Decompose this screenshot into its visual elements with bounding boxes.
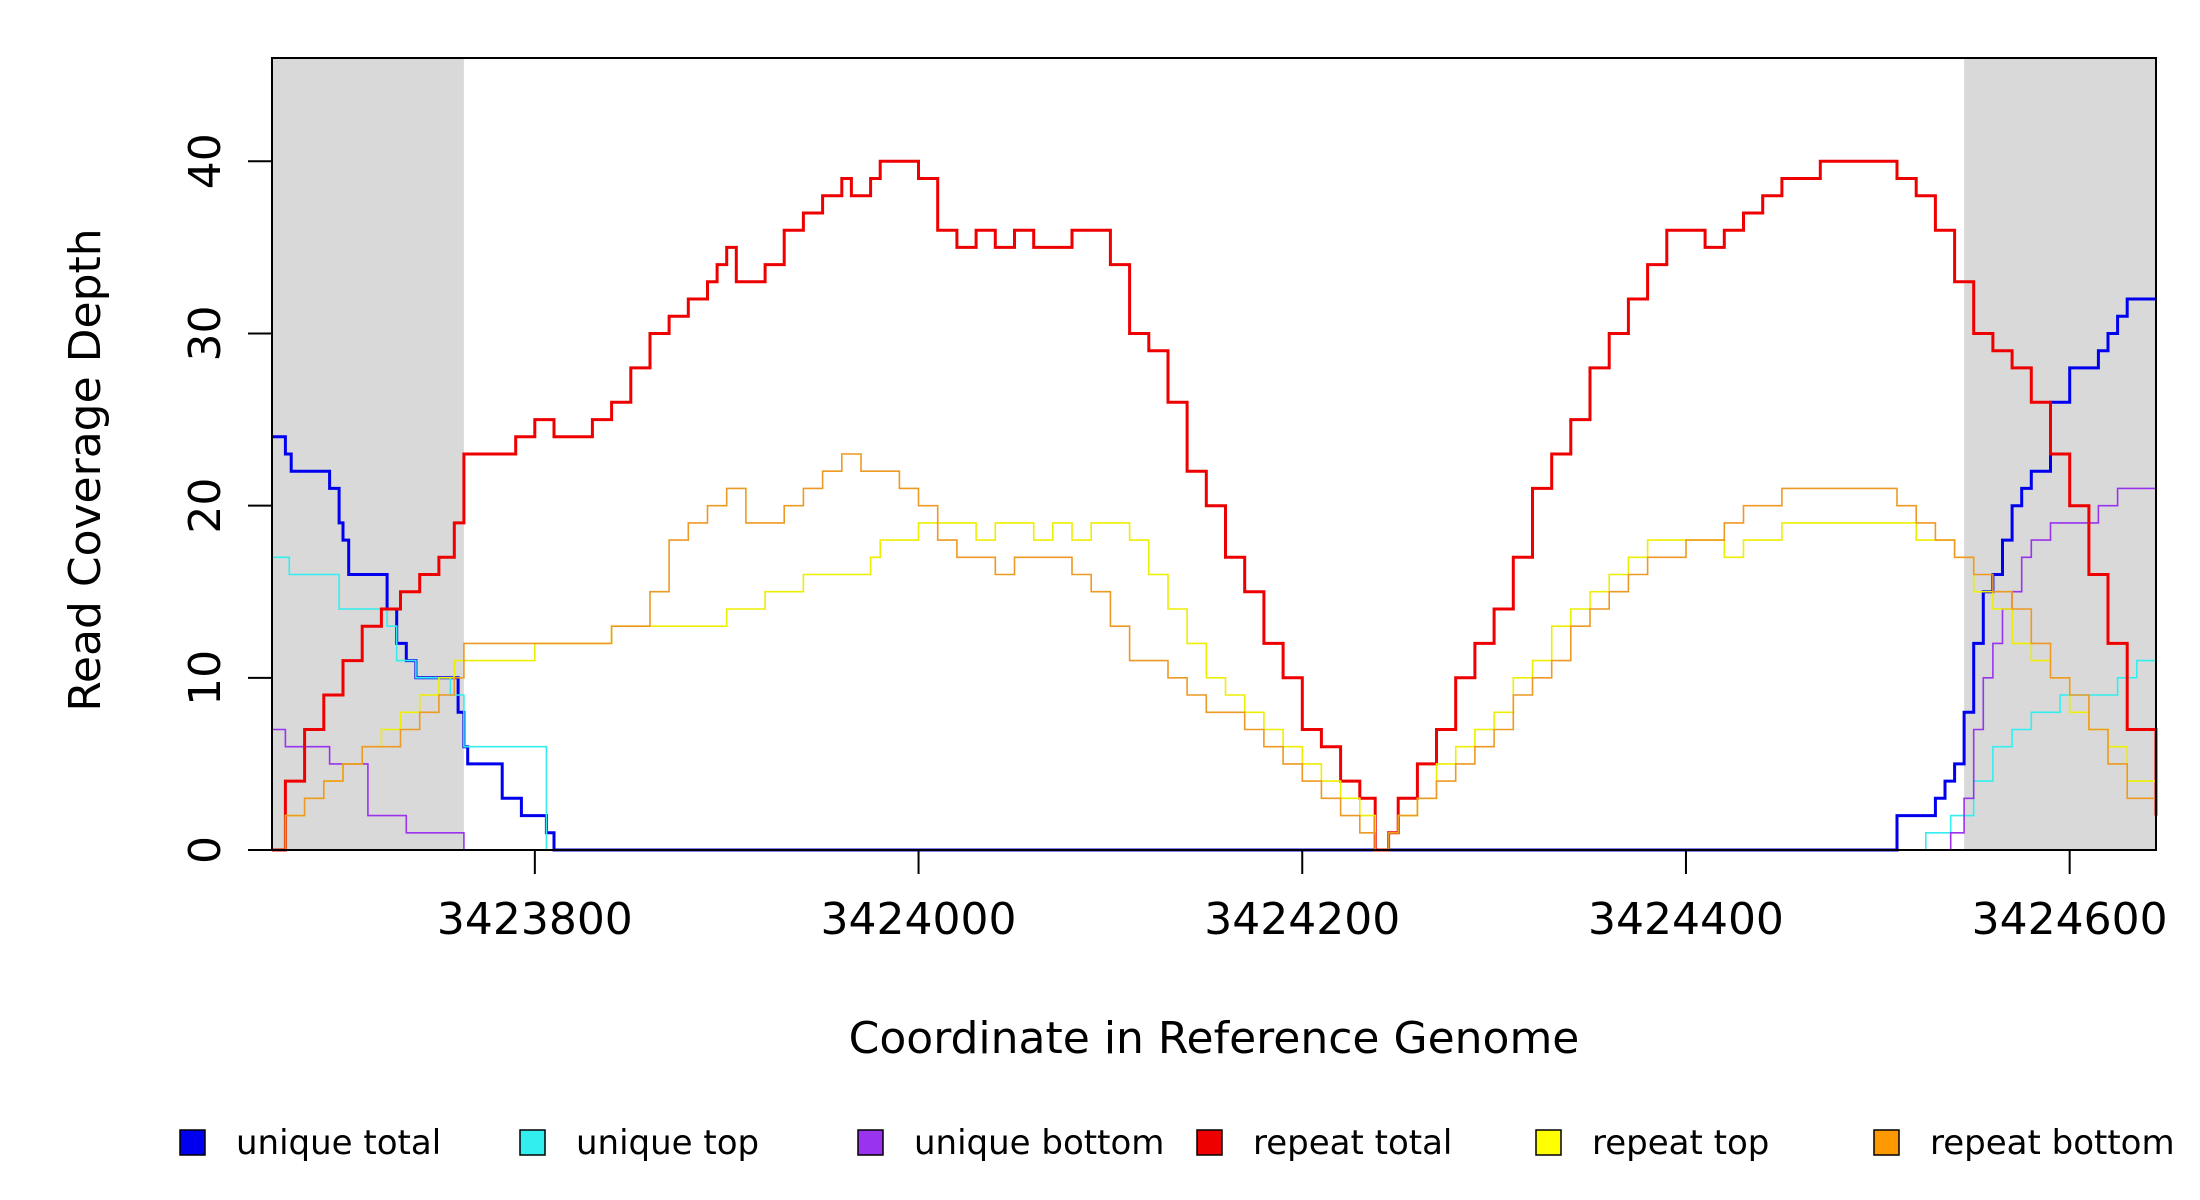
y-tick-label: 0 bbox=[180, 836, 231, 864]
legend-label-unique-bottom: unique bottom bbox=[914, 1123, 1164, 1163]
y-tick-label: 30 bbox=[180, 305, 231, 361]
legend-swatch-repeat-bottom bbox=[1873, 1129, 1900, 1156]
y-tick-label: 20 bbox=[180, 478, 231, 534]
x-tick-label: 3424600 bbox=[1972, 894, 2168, 945]
y-tick-label: 10 bbox=[180, 650, 231, 706]
shaded-regions bbox=[272, 58, 2156, 850]
legend-swatch-repeat-top bbox=[1535, 1129, 1562, 1156]
series-line-repeat-bottom bbox=[272, 453, 2157, 851]
legend-label-unique-top: unique top bbox=[576, 1123, 759, 1163]
legend-label-repeat-bottom: repeat bottom bbox=[1930, 1123, 2175, 1163]
series-line-unique-total bbox=[272, 297, 2156, 852]
x-axis: 3423800 3424000 3424200 3424400 3424600 bbox=[437, 849, 2168, 945]
legend-swatch-unique-bottom bbox=[857, 1129, 884, 1156]
x-axis-title: Coordinate in Reference Genome bbox=[849, 1013, 1580, 1064]
plot-frame bbox=[271, 57, 2157, 851]
y-tick-label: 40 bbox=[180, 133, 231, 189]
legend: unique total unique top unique bottom repea… bbox=[179, 1123, 2175, 1163]
y-axis: 0 10 20 30 40 bbox=[180, 133, 273, 864]
x-tick-label: 3424200 bbox=[1204, 894, 1400, 945]
legend-swatch-unique-top bbox=[519, 1129, 546, 1156]
x-tick-label: 3424000 bbox=[821, 894, 1017, 945]
series-line-repeat-total bbox=[272, 159, 2158, 852]
x-tick-label: 3424400 bbox=[1588, 894, 1784, 945]
x-tick-label: 3423800 bbox=[437, 894, 633, 945]
series-line-repeat-top bbox=[272, 522, 2157, 851]
legend-label-repeat-total: repeat total bbox=[1253, 1123, 1452, 1163]
y-axis-title: Read Coverage Depth bbox=[60, 228, 111, 711]
series-line-unique-top bbox=[272, 556, 2156, 851]
legend-label-repeat-top: repeat top bbox=[1592, 1123, 1769, 1163]
series-line-unique-bottom bbox=[272, 487, 2156, 851]
legend-label-unique-total: unique total bbox=[236, 1123, 441, 1163]
series-layer bbox=[272, 159, 2158, 852]
shaded-region-0 bbox=[272, 58, 464, 850]
legend-swatch-repeat-total bbox=[1196, 1129, 1223, 1156]
legend-swatch-unique-total bbox=[179, 1129, 206, 1156]
